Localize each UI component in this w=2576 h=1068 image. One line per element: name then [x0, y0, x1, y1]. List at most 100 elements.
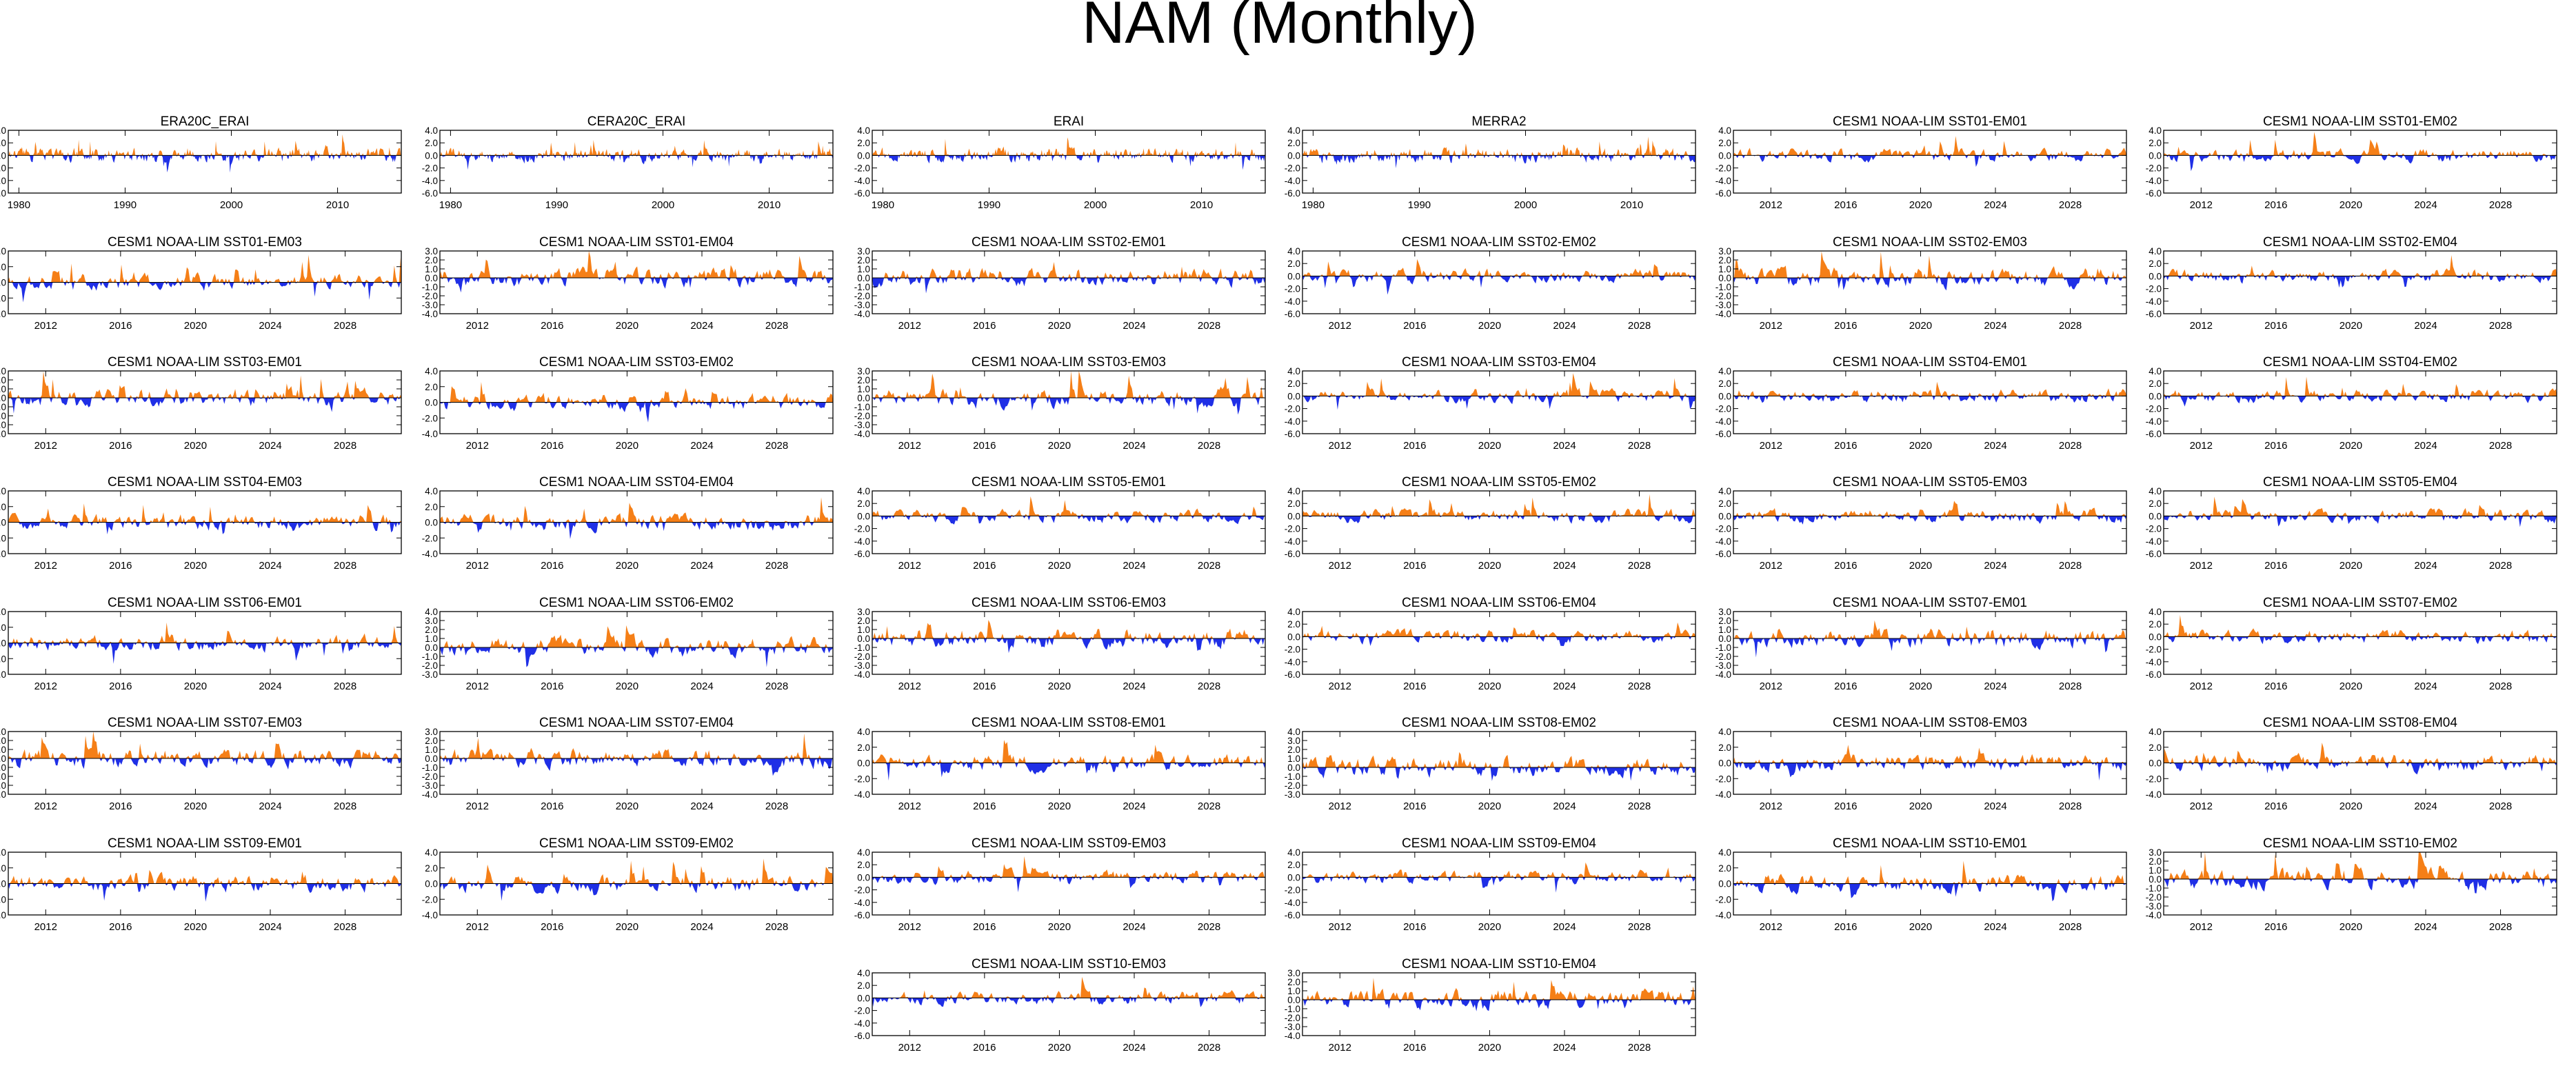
- positive-anomaly-area: [440, 382, 833, 403]
- panel-cesm1-noaa-lim-sst03-em03: CESM1 NOAA-LIM SST03-EM03 3.02.01.00.0-1.…: [854, 355, 1266, 452]
- x-tick-label: 2020: [1909, 560, 1932, 572]
- negative-anomaly-area: [440, 883, 833, 901]
- y-tick-label: 4.0: [1287, 125, 1300, 136]
- y-tick-label: -2.0: [1285, 885, 1300, 896]
- y-tick-label: -2.0: [422, 772, 438, 782]
- y-tick-label: 2.0: [1287, 259, 1300, 269]
- y-tick-label: 4.0: [1287, 246, 1300, 256]
- x-tick-label: 2012: [1329, 320, 1351, 332]
- x-tick-label: 2020: [1909, 681, 1932, 692]
- x-tick-label: 2024: [690, 560, 713, 572]
- panel-title: CESM1 NOAA-LIM SST02-EM02: [1402, 235, 1596, 250]
- y-tick-label: 4.0: [857, 125, 870, 136]
- y-tick-label: 4.0: [0, 486, 6, 496]
- x-tick-label: 2024: [1553, 320, 1576, 332]
- positive-anomaly-area: [1302, 622, 1695, 637]
- panel-title: CERA20C_ERAI: [587, 114, 686, 129]
- x-tick-label: 2024: [259, 320, 281, 332]
- y-tick-label: 0.0: [425, 398, 438, 408]
- panel-cesm1-noaa-lim-sst01-em01: CESM1 NOAA-LIM SST01-EM01 4.0 2.0 0.0 -2.0 -4…: [1715, 114, 2127, 211]
- panel-title: CESM1 NOAA-LIM SST07-EM01: [1833, 596, 2027, 610]
- x-tick-label: 2028: [334, 320, 356, 332]
- panel-cesm1-noaa-lim-sst08-em02: CESM1 NOAA-LIM SST08-EM02 4.03.02.01.00.0…: [1285, 716, 1696, 812]
- panel-cesm1-noaa-lim-sst10-em01: CESM1 NOAA-LIM SST10-EM01 4.0 2.0 0.0 -2.0 -4…: [1715, 836, 2127, 933]
- x-tick-label: 2024: [1553, 560, 1576, 572]
- y-tick-label: -2.0: [422, 533, 438, 543]
- y-tick-label: 2.0: [425, 255, 438, 265]
- x-tick-label: 2020: [1909, 440, 1932, 452]
- y-tick-label: 2.0: [1287, 498, 1300, 509]
- x-tick-label: 2020: [1909, 320, 1932, 332]
- positive-anomaly-area: [1302, 259, 1695, 276]
- y-tick-label: 2.0: [2149, 743, 2162, 753]
- x-tick-label: 2016: [541, 800, 563, 812]
- x-tick-label: 2028: [2059, 921, 2082, 933]
- x-tick-label: 2024: [1553, 1042, 1576, 1054]
- x-tick-label: 2016: [1403, 800, 1426, 812]
- panel-title: ERAI: [1054, 114, 1084, 129]
- y-tick-label: 4.0: [1287, 607, 1300, 617]
- panel-cesm1-noaa-lim-sst02-em01: CESM1 NOAA-LIM SST02-EM01 3.02.01.00.0-1.…: [854, 235, 1266, 332]
- y-tick-label: 1.0: [857, 384, 870, 394]
- y-tick-label: -2.0: [1715, 652, 1731, 662]
- positive-anomaly-area: [1302, 137, 1695, 156]
- x-tick-label: 2012: [898, 921, 921, 933]
- y-tick-label: -2.0: [1715, 524, 1731, 534]
- x-tick-label: 2028: [2059, 800, 2082, 812]
- positive-anomaly-area: [1302, 494, 1695, 516]
- x-tick-label: 2012: [898, 560, 921, 572]
- x-tick-label: 2012: [898, 440, 921, 452]
- x-tick-label: 2012: [898, 320, 921, 332]
- y-tick-label: 0.0: [2149, 632, 2162, 642]
- panel-title: CESM1 NOAA-LIM SST02-EM01: [972, 235, 1166, 250]
- y-tick-label: 1.0: [857, 625, 870, 635]
- negative-anomaly-area: [2164, 276, 2557, 288]
- x-tick-label: 2016: [2264, 320, 2287, 332]
- y-tick-label: -4.0: [854, 309, 870, 319]
- y-tick-label: -2.0: [2146, 774, 2162, 784]
- y-tick-label: -2.0: [854, 1006, 870, 1016]
- y-tick-label: -2.0: [0, 411, 6, 421]
- x-tick-label: 2012: [1760, 681, 1782, 692]
- y-tick-label: 4.0: [857, 727, 870, 737]
- x-tick-label: 2016: [973, 320, 996, 332]
- panel-title: CESM1 NOAA-LIM SST09-EM01: [108, 836, 302, 851]
- panel-title: CESM1 NOAA-LIM SST10-EM03: [972, 957, 1166, 971]
- x-tick-label: 2016: [109, 921, 132, 933]
- y-tick-label: 1.0: [425, 634, 438, 644]
- y-tick-label: 2.0: [857, 375, 870, 385]
- panel-cesm1-noaa-lim-sst01-em03: CESM1 NOAA-LIM SST01-EM03 4.0 2.0 0.0 -2.0 -4…: [0, 235, 402, 332]
- y-tick-label: 2.0: [1287, 860, 1300, 870]
- x-tick-label: 2012: [1760, 440, 1782, 452]
- y-tick-label: -2.0: [854, 524, 870, 534]
- panel-title: CESM1 NOAA-LIM SST02-EM04: [2263, 235, 2457, 250]
- y-tick-label: 0.0: [1718, 879, 1731, 889]
- y-tick-label: 0.0: [0, 754, 6, 764]
- panel-cesm1-noaa-lim-sst04-em04: CESM1 NOAA-LIM SST04-EM04 4.0 2.0 0.0 -2.0 -4…: [422, 475, 834, 572]
- negative-anomaly-area: [440, 647, 833, 667]
- y-tick-label: -3.0: [422, 780, 438, 791]
- x-tick-label: 1980: [8, 199, 30, 211]
- y-tick-label: -2.0: [1715, 163, 1731, 174]
- y-tick-label: 2.0: [0, 502, 6, 512]
- x-tick-label: 2016: [1834, 921, 1857, 933]
- y-tick-label: 1.0: [0, 745, 6, 755]
- x-tick-label: 2020: [1909, 800, 1932, 812]
- y-tick-label: 3.0: [425, 246, 438, 256]
- y-tick-label: 4.0: [425, 607, 438, 617]
- x-tick-label: 2028: [334, 800, 356, 812]
- y-tick-label: 2.0: [2149, 259, 2162, 269]
- x-tick-label: 2016: [1403, 440, 1426, 452]
- plot-frame: [439, 130, 834, 194]
- y-tick-label: 2.0: [857, 138, 870, 148]
- plot-frame: [1302, 490, 1696, 554]
- x-tick-label: 2028: [1198, 440, 1220, 452]
- x-tick-label: 2020: [616, 560, 638, 572]
- y-tick-label: 1.0: [857, 264, 870, 274]
- y-tick-label: -3.0: [854, 661, 870, 671]
- x-tick-label: 2016: [541, 560, 563, 572]
- y-tick-label: 3.0: [425, 727, 438, 737]
- panel-title: CESM1 NOAA-LIM SST06-EM01: [108, 596, 302, 610]
- negative-anomaly-area: [440, 522, 833, 539]
